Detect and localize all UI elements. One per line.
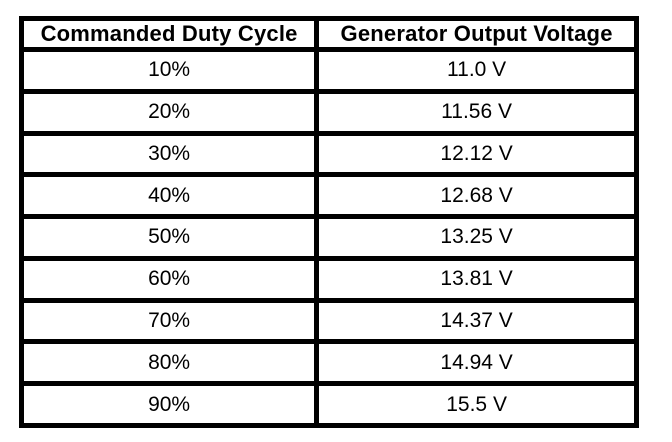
table-header-row: Commanded Duty Cycle Generator Output Vo… — [18, 16, 639, 52]
voltage-cell: 15.5 V — [314, 381, 639, 428]
voltage-cell: 13.81 V — [314, 255, 639, 303]
duty-cycle-cell: 20% — [18, 88, 320, 136]
table-row: 50% 13.25 V — [18, 214, 639, 261]
voltage-cell: 14.94 V — [314, 339, 639, 387]
header-output-voltage: Generator Output Voltage — [314, 16, 639, 52]
duty-cycle-cell: 70% — [18, 297, 320, 345]
table-row: 90% 15.5 V — [18, 381, 639, 428]
duty-cycle-voltage-table: Commanded Duty Cycle Generator Output Vo… — [18, 16, 639, 428]
voltage-cell: 11.0 V — [314, 47, 639, 94]
voltage-cell: 12.68 V — [314, 172, 639, 220]
duty-cycle-cell: 80% — [18, 339, 320, 387]
table-row: 80% 14.94 V — [18, 339, 639, 387]
duty-cycle-cell: 30% — [18, 130, 320, 178]
table-row: 70% 14.37 V — [18, 297, 639, 345]
table-row: 40% 12.68 V — [18, 172, 639, 220]
duty-cycle-cell: 10% — [18, 47, 320, 94]
table-row: 20% 11.56 V — [18, 88, 639, 136]
table-row: 30% 12.12 V — [18, 130, 639, 178]
duty-cycle-cell: 60% — [18, 255, 320, 303]
duty-cycle-cell: 50% — [18, 214, 320, 261]
voltage-cell: 13.25 V — [314, 214, 639, 261]
duty-cycle-cell: 40% — [18, 172, 320, 220]
voltage-cell: 11.56 V — [314, 88, 639, 136]
data-table: Commanded Duty Cycle Generator Output Vo… — [18, 16, 639, 428]
duty-cycle-cell: 90% — [18, 381, 320, 428]
voltage-cell: 12.12 V — [314, 130, 639, 178]
table-row: 10% 11.0 V — [18, 47, 639, 94]
header-duty-cycle: Commanded Duty Cycle — [18, 16, 320, 52]
voltage-cell: 14.37 V — [314, 297, 639, 345]
table-row: 60% 13.81 V — [18, 255, 639, 303]
